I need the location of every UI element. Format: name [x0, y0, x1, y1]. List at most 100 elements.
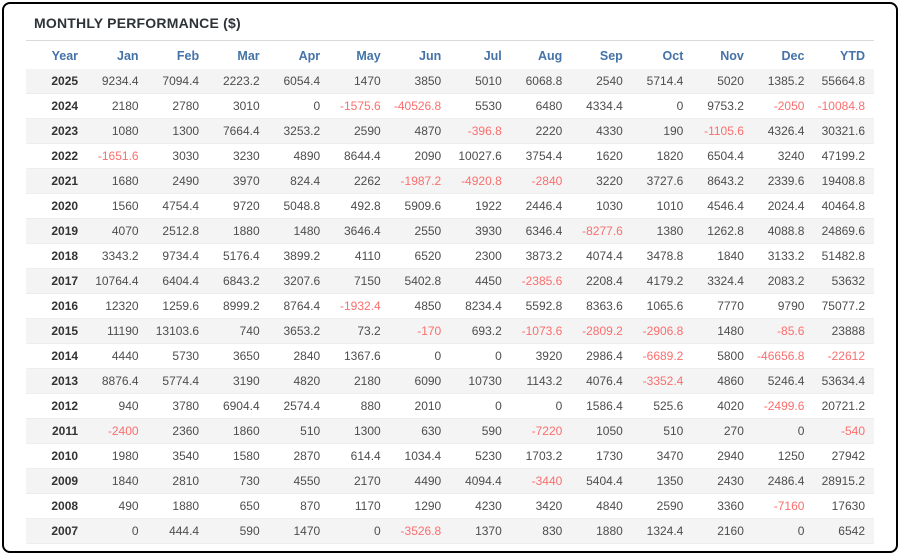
value-cell: -2809.2 — [571, 318, 632, 344]
column-header-sep[interactable]: Sep — [599, 49, 623, 63]
column-header-ytd[interactable]: YTD — [840, 49, 865, 63]
value-cell: 270 — [692, 418, 753, 444]
value-cell: 1350 — [631, 468, 693, 494]
value-cell: -40526.8 — [389, 93, 451, 119]
monthly-performance-table: Year Jan Feb Mar Apr May Jun Jul Aug Sep Oct Nov Dec… — [26, 42, 874, 544]
value-cell: 9753.2 — [692, 93, 753, 119]
value-cell: 2170 — [329, 468, 390, 494]
value-cell: 8876.4 — [87, 368, 148, 394]
value-cell: 1367.6 — [329, 343, 390, 369]
value-cell: 1250 — [752, 443, 814, 469]
column-header-nov[interactable]: Nov — [720, 49, 744, 63]
value-cell: 6542 — [813, 518, 874, 544]
value-cell: 75077.2 — [813, 293, 874, 319]
value-cell: 5048.8 — [268, 193, 330, 219]
value-cell: 1470 — [268, 518, 330, 544]
value-cell: 1080 — [87, 118, 148, 144]
table-row: 2023 1080 1300 7664.4 3253.2 2590 4870 -396.8 22… — [26, 118, 874, 144]
value-cell: 4820 — [268, 368, 330, 394]
value-cell: 3650 — [208, 343, 269, 369]
table-row: 2020 1560 4754.4 9720 5048.8 492.8 5909.6 1922 2… — [26, 193, 874, 219]
value-cell: 2010 — [389, 393, 451, 419]
column-header-jun[interactable]: Jun — [419, 49, 442, 63]
value-cell: 444.4 — [147, 518, 209, 544]
value-cell: 6480 — [510, 93, 572, 119]
year-cell: 2017 — [26, 268, 88, 294]
table-row: 2014 4440 5730 3650 2840 1367.6 0 0 3920 2986.4 -6… — [26, 343, 874, 369]
column-header-jul[interactable]: Jul — [483, 49, 502, 63]
year-cell: 2021 — [26, 168, 88, 194]
value-cell: 3646.4 — [329, 218, 390, 244]
value-cell: 9734.4 — [147, 243, 209, 269]
value-cell: 3754.4 — [510, 143, 572, 169]
value-cell: 6090 — [389, 368, 451, 394]
value-cell: 6054.4 — [268, 69, 330, 94]
value-cell: 24869.6 — [813, 218, 874, 244]
value-cell: 53634.4 — [813, 368, 874, 394]
value-cell: -85.6 — [752, 318, 814, 344]
value-cell: 3253.2 — [268, 118, 330, 144]
value-cell: 1480 — [268, 218, 330, 244]
value-cell: -7160 — [752, 493, 814, 519]
value-cell: 0 — [389, 343, 451, 369]
column-header-mar[interactable]: Mar — [237, 49, 260, 63]
value-cell: 3230 — [208, 143, 269, 169]
value-cell: 19408.8 — [813, 168, 874, 194]
value-cell: 2223.2 — [208, 69, 269, 94]
column-header-apr[interactable]: Apr — [298, 49, 321, 63]
value-cell: 8999.2 — [208, 293, 269, 319]
value-cell: 1880 — [208, 218, 269, 244]
year-cell: 2012 — [26, 393, 88, 419]
value-cell: 3478.8 — [631, 243, 693, 269]
value-cell: 650 — [208, 493, 269, 519]
value-cell: 8363.6 — [571, 293, 632, 319]
column-header-may[interactable]: May — [356, 49, 381, 63]
table-row: 2022 -1651.6 3030 3230 4890 8644.4 2090 10027.6… — [26, 143, 874, 169]
value-cell: 3190 — [208, 368, 269, 394]
value-cell: 2090 — [389, 143, 451, 169]
value-cell: 3360 — [692, 493, 753, 519]
value-cell: 5010 — [450, 69, 511, 94]
value-cell: 4074.4 — [571, 243, 632, 269]
value-cell: -540 — [813, 418, 874, 444]
table-row: 2024 2180 2780 3010 0 -1575.6 -40526.8 5530 6480… — [26, 93, 874, 119]
value-cell: 2446.4 — [510, 193, 572, 219]
value-cell: 2574.4 — [268, 393, 330, 419]
column-header-jan[interactable]: Jan — [117, 49, 139, 63]
value-cell: 3540 — [147, 443, 209, 469]
value-cell: 4450 — [450, 268, 511, 294]
value-cell: -2385.6 — [510, 268, 572, 294]
value-cell: 8644.4 — [329, 143, 390, 169]
column-header-oct[interactable]: Oct — [662, 49, 684, 63]
value-cell: 2430 — [692, 468, 753, 494]
value-cell: 730 — [208, 468, 269, 494]
value-cell: 2780 — [147, 93, 209, 119]
value-cell: 3010 — [208, 93, 269, 119]
value-cell: 5404.4 — [571, 468, 632, 494]
value-cell: 6504.4 — [692, 143, 753, 169]
value-cell: -396.8 — [450, 118, 511, 144]
value-cell: 3240 — [752, 143, 814, 169]
year-cell: 2014 — [26, 343, 88, 369]
value-cell: 1880 — [571, 518, 632, 544]
year-cell: 2008 — [26, 493, 88, 519]
column-header-dec[interactable]: Dec — [781, 49, 805, 63]
value-cell: 1703.2 — [510, 443, 572, 469]
column-header-aug[interactable]: Aug — [537, 49, 563, 63]
column-header-feb[interactable]: Feb — [176, 49, 200, 63]
value-cell: 3207.6 — [268, 268, 330, 294]
value-cell: 3920 — [510, 343, 572, 369]
value-cell: 3420 — [510, 493, 572, 519]
value-cell: 27942 — [813, 443, 874, 469]
table-row: 2015 11190 13103.6 740 3653.2 73.2 -170 693.2 -1… — [26, 318, 874, 344]
value-cell: 0 — [87, 518, 148, 544]
value-cell: 2180 — [87, 93, 148, 119]
value-cell: 6520 — [389, 243, 451, 269]
value-cell: 3873.2 — [510, 243, 572, 269]
column-header-year[interactable]: Year — [51, 49, 79, 63]
value-cell: -1651.6 — [87, 143, 148, 169]
value-cell: 5592.8 — [510, 293, 572, 319]
table-row: 2009 1840 2810 730 4550 2170 4490 4094.4 -3440 54… — [26, 468, 874, 494]
value-cell: 630 — [389, 418, 451, 444]
